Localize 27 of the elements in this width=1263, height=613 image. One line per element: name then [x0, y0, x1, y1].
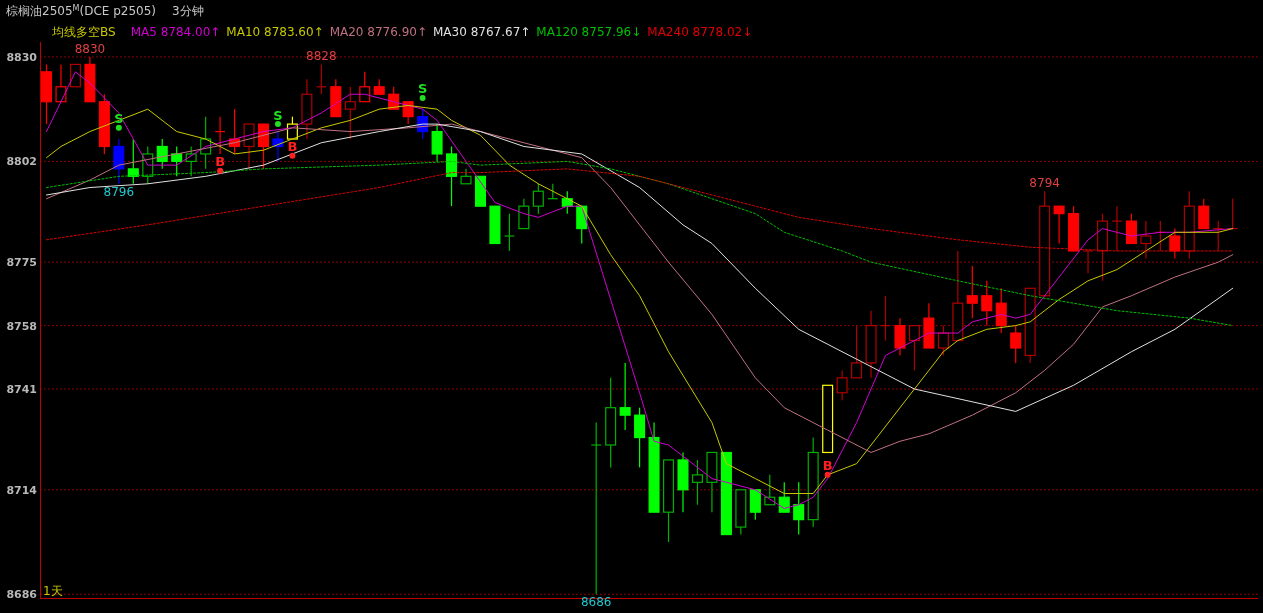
y-tick-label: 8714: [6, 483, 37, 497]
candle-label: 8828: [306, 49, 337, 64]
y-tick-label: 8741: [6, 383, 37, 397]
series-names: 均线多空BS MA5 8784.00↑ MA10 8783.60↑ MA20 8776.90↑ MA30 8767.67↑ MA120 8757.96↓ MA240 8778.02↓: [52, 25, 753, 39]
annotation: 1天: [43, 584, 63, 598]
subtitle: 3分钟: [172, 4, 204, 18]
point: [217, 167, 224, 174]
candle-label: 8796: [103, 184, 135, 199]
y-tick-label: 8802: [6, 155, 37, 169]
point: [289, 152, 296, 159]
point: [274, 121, 281, 128]
y-tick-label: 8758: [6, 319, 37, 333]
signal-label: B: [287, 139, 298, 155]
candle-label: 8830: [74, 41, 106, 56]
candle-label: 8794: [1029, 176, 1060, 191]
point: [824, 471, 831, 478]
signal-label: S: [417, 81, 428, 97]
signal-label: B: [822, 458, 833, 474]
point: [419, 94, 426, 101]
y-tick-label: 8686: [6, 588, 37, 602]
y-tick-label: 8830: [6, 50, 37, 64]
title: 棕榈油2505$^{M}$(DCE p2505): [6, 3, 156, 18]
candle-label: 8686: [580, 595, 612, 610]
signal-label: S: [273, 107, 283, 123]
point: [115, 124, 122, 131]
y-tick-label: 8775: [6, 256, 37, 270]
signal-label: B: [215, 154, 226, 170]
